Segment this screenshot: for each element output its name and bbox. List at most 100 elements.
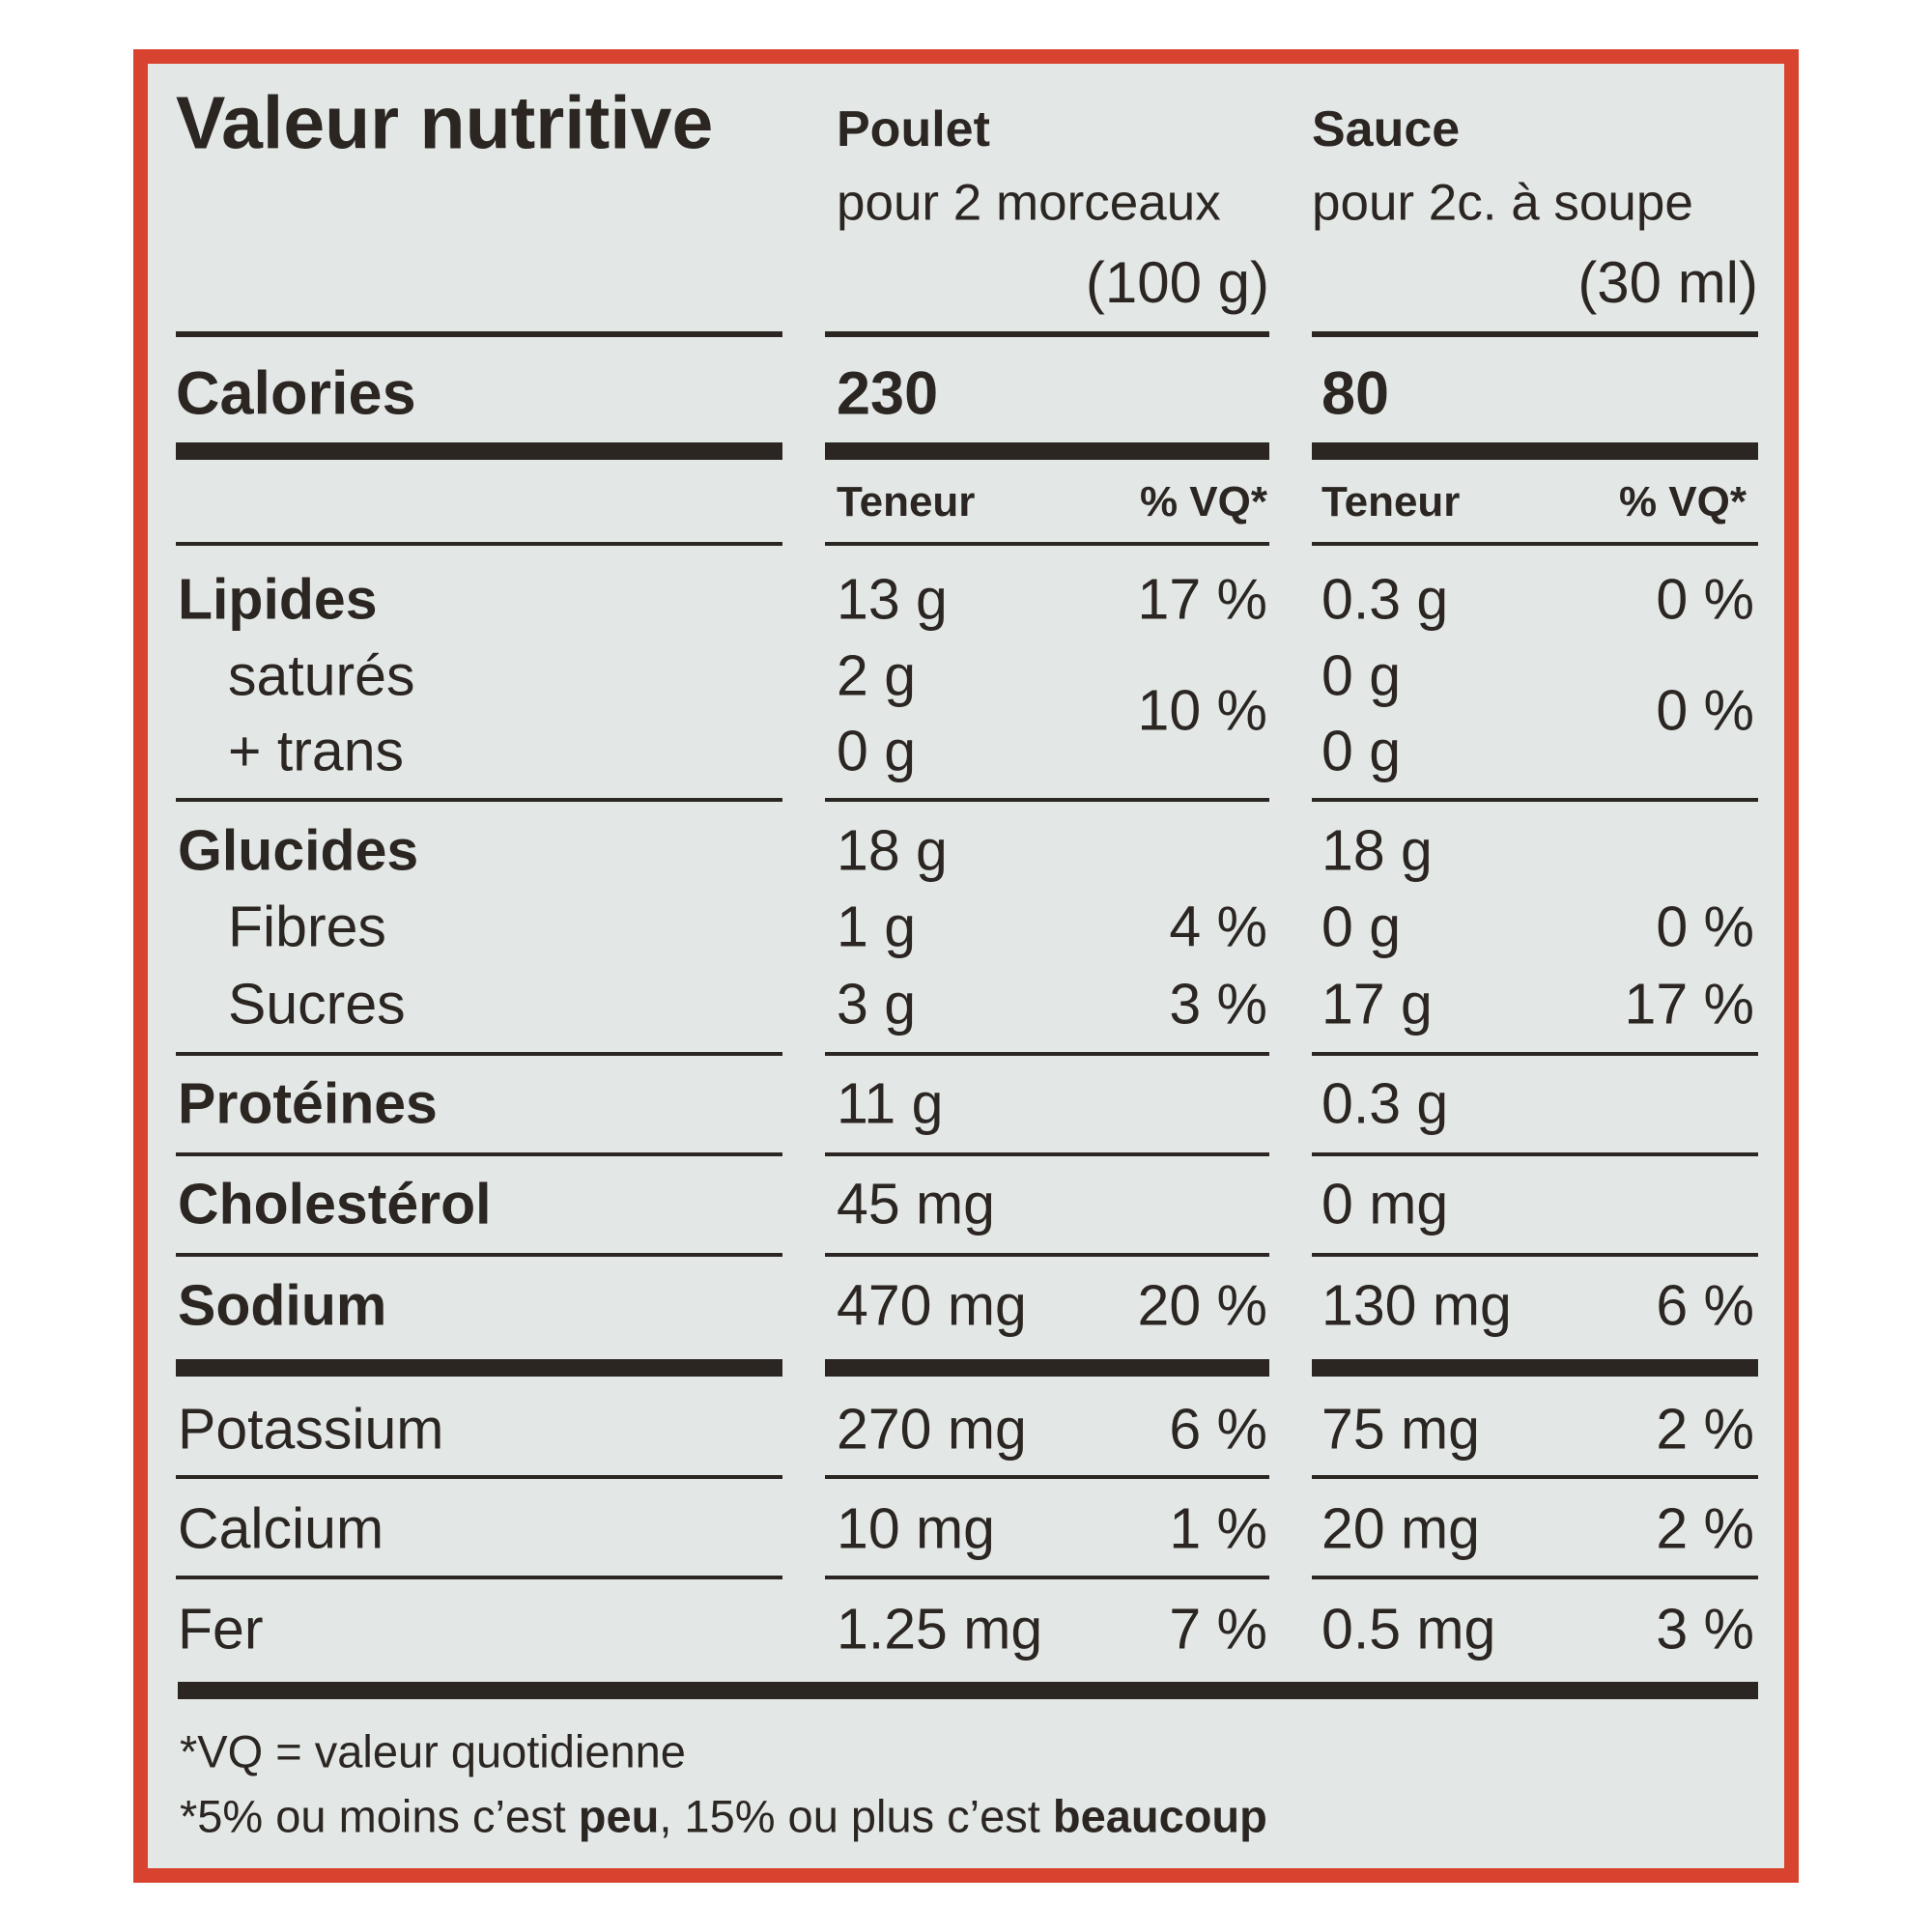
sauce-amount-glucides: 18 g bbox=[1321, 818, 1433, 883]
poulet-amount-satures: 2 g bbox=[837, 643, 917, 708]
poulet-dv-sodium: 20 % bbox=[1137, 1273, 1267, 1338]
nutrient-label-trans: + trans bbox=[228, 719, 405, 783]
divider-rule bbox=[176, 1576, 782, 1579]
poulet-amount-fibres: 1 g bbox=[837, 895, 917, 959]
footnote-beaucoup: beaucoup bbox=[1052, 1790, 1267, 1842]
poulet-amount-calcium: 10 mg bbox=[837, 1496, 995, 1561]
sauce-amount-fer: 0.5 mg bbox=[1321, 1597, 1496, 1662]
nutrient-label-cholesterol: Cholestérol bbox=[178, 1172, 492, 1236]
sauce-amount-sodium: 130 mg bbox=[1321, 1273, 1512, 1338]
sauce-amount-calcium: 20 mg bbox=[1321, 1496, 1480, 1561]
panel-title: Valeur nutritive bbox=[176, 81, 714, 165]
footer-divider bbox=[178, 1682, 1758, 1699]
poulet-serving: pour 2 morceaux bbox=[837, 174, 1221, 232]
poulet-dv-fibres: 4 % bbox=[1169, 895, 1267, 959]
nutrient-label-sodium: Sodium bbox=[178, 1273, 387, 1338]
divider-rule bbox=[1312, 442, 1758, 460]
sauce-amount-cholesterol: 0 mg bbox=[1321, 1172, 1449, 1236]
nutrient-label-proteines: Protéines bbox=[178, 1071, 438, 1136]
sauce-amount-proteines: 0.3 g bbox=[1321, 1071, 1449, 1136]
footnote-dv-definition: *VQ = valeur quotidienne bbox=[180, 1725, 686, 1777]
nutrient-label-satures: saturés bbox=[228, 643, 415, 708]
sauce-amount-trans: 0 g bbox=[1321, 719, 1402, 783]
sauce-dv-saturated-trans: 0 % bbox=[1656, 678, 1754, 743]
divider-rule bbox=[176, 1359, 782, 1377]
divider-rule bbox=[825, 1576, 1269, 1579]
sauce-dv-calcium: 2 % bbox=[1656, 1496, 1754, 1561]
poulet-amount-proteines: 11 g bbox=[837, 1071, 944, 1136]
poulet-amount-header: Teneur bbox=[837, 478, 976, 526]
poulet-amount-cholesterol: 45 mg bbox=[837, 1172, 995, 1236]
footnote-peu: peu bbox=[578, 1790, 660, 1842]
poulet-dv-lipides: 17 % bbox=[1137, 567, 1267, 632]
nutrient-label-calcium: Calcium bbox=[178, 1496, 384, 1561]
divider-rule bbox=[176, 1152, 782, 1156]
poulet-amount-trans: 0 g bbox=[837, 719, 917, 783]
poulet-dv-calcium: 1 % bbox=[1169, 1496, 1267, 1561]
poulet-amount-lipides: 13 g bbox=[837, 567, 948, 632]
sauce-amount-header: Teneur bbox=[1321, 478, 1461, 526]
divider-rule bbox=[825, 542, 1269, 546]
sauce-dv-header: % VQ* bbox=[1618, 478, 1747, 526]
divider-rule bbox=[1312, 1359, 1758, 1377]
poulet-amount-sodium: 470 mg bbox=[837, 1273, 1027, 1338]
sauce-dv-fibres: 0 % bbox=[1656, 895, 1754, 959]
divider-rule bbox=[1312, 798, 1758, 802]
calories-label: Calories bbox=[176, 359, 416, 428]
divider-rule bbox=[176, 331, 782, 337]
poulet-header: Poulet bbox=[837, 101, 990, 157]
poulet-dv-sucres: 3 % bbox=[1169, 972, 1267, 1037]
divider-rule bbox=[1312, 1253, 1758, 1257]
sauce-amount-satures: 0 g bbox=[1321, 643, 1402, 708]
divider-rule bbox=[1312, 1475, 1758, 1479]
divider-rule bbox=[825, 1359, 1269, 1377]
nutrient-label-glucides: Glucides bbox=[178, 818, 419, 883]
sauce-serving-amount: (30 ml) bbox=[1577, 250, 1758, 315]
footnote-part: *5% ou moins c’est bbox=[180, 1790, 579, 1842]
poulet-amount-glucides: 18 g bbox=[837, 818, 948, 883]
divider-rule bbox=[176, 442, 782, 460]
divider-rule bbox=[825, 1152, 1269, 1156]
poulet-amount-potassium: 270 mg bbox=[837, 1397, 1027, 1462]
poulet-dv-fer: 7 % bbox=[1169, 1597, 1267, 1662]
divider-rule bbox=[825, 1253, 1269, 1257]
divider-rule bbox=[825, 1475, 1269, 1479]
sauce-dv-potassium: 2 % bbox=[1656, 1397, 1754, 1462]
sauce-amount-lipides: 0.3 g bbox=[1321, 567, 1449, 632]
divider-rule bbox=[1312, 1152, 1758, 1156]
sauce-amount-fibres: 0 g bbox=[1321, 895, 1402, 959]
nutrient-label-fibres: Fibres bbox=[228, 895, 386, 959]
sauce-dv-sucres: 17 % bbox=[1624, 972, 1754, 1037]
sauce-serving: pour 2c. à soupe bbox=[1312, 174, 1693, 232]
divider-rule bbox=[176, 1253, 782, 1257]
divider-rule bbox=[825, 331, 1269, 337]
poulet-amount-sucres: 3 g bbox=[837, 972, 917, 1037]
sauce-calories: 80 bbox=[1321, 359, 1390, 428]
poulet-dv-header: % VQ* bbox=[1139, 478, 1267, 526]
poulet-amount-fer: 1.25 mg bbox=[837, 1597, 1043, 1662]
divider-rule bbox=[1312, 331, 1758, 337]
poulet-serving-amount: (100 g) bbox=[1085, 250, 1269, 315]
nutrient-label-potassium: Potassium bbox=[178, 1397, 444, 1462]
divider-rule bbox=[825, 1052, 1269, 1056]
sauce-dv-sodium: 6 % bbox=[1656, 1273, 1754, 1338]
footnote-dv-guide: *5% ou moins c’est peu, 15% ou plus c’es… bbox=[180, 1794, 1267, 1839]
divider-rule bbox=[176, 798, 782, 802]
sauce-amount-sucres: 17 g bbox=[1321, 972, 1433, 1037]
divider-rule bbox=[176, 1052, 782, 1056]
divider-rule bbox=[825, 442, 1269, 460]
divider-rule bbox=[1312, 1052, 1758, 1056]
divider-rule bbox=[1312, 1576, 1758, 1579]
sauce-dv-lipides: 0 % bbox=[1656, 567, 1754, 632]
divider-rule bbox=[176, 1475, 782, 1479]
sauce-header: Sauce bbox=[1312, 101, 1461, 157]
divider-rule bbox=[176, 542, 782, 546]
poulet-dv-saturated-trans: 10 % bbox=[1137, 678, 1267, 743]
divider-rule bbox=[825, 798, 1269, 802]
divider-rule bbox=[1312, 542, 1758, 546]
poulet-dv-potassium: 6 % bbox=[1169, 1397, 1267, 1462]
nutrient-label-lipides: Lipides bbox=[178, 567, 378, 632]
nutrient-label-fer: Fer bbox=[178, 1597, 264, 1662]
poulet-calories: 230 bbox=[837, 359, 939, 428]
footnote-part: , 15% ou plus c’est bbox=[659, 1790, 1053, 1842]
